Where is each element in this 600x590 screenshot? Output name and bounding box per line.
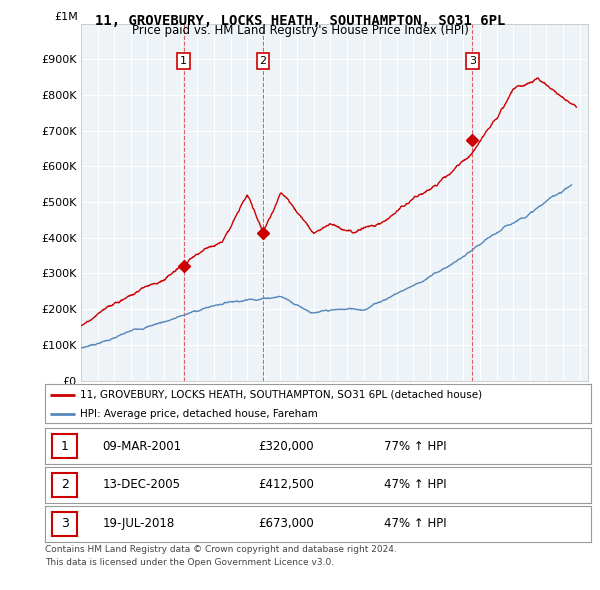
Text: £673,000: £673,000 — [258, 517, 314, 530]
Text: 13-DEC-2005: 13-DEC-2005 — [103, 478, 181, 491]
Text: £1M: £1M — [55, 12, 79, 22]
Text: 11, GROVEBURY, LOCKS HEATH, SOUTHAMPTON, SO31 6PL: 11, GROVEBURY, LOCKS HEATH, SOUTHAMPTON,… — [95, 14, 505, 28]
Text: HPI: Average price, detached house, Fareham: HPI: Average price, detached house, Fare… — [80, 409, 318, 419]
Text: 19-JUL-2018: 19-JUL-2018 — [103, 517, 175, 530]
Text: 2: 2 — [61, 478, 69, 491]
Text: £320,000: £320,000 — [258, 440, 314, 453]
Text: 09-MAR-2001: 09-MAR-2001 — [103, 440, 181, 453]
Text: Contains HM Land Registry data © Crown copyright and database right 2024.: Contains HM Land Registry data © Crown c… — [45, 545, 397, 554]
Text: £412,500: £412,500 — [258, 478, 314, 491]
Text: 11, GROVEBURY, LOCKS HEATH, SOUTHAMPTON, SO31 6PL (detached house): 11, GROVEBURY, LOCKS HEATH, SOUTHAMPTON,… — [80, 389, 482, 399]
Text: 3: 3 — [61, 517, 69, 530]
Text: 2: 2 — [259, 56, 266, 66]
Text: Price paid vs. HM Land Registry's House Price Index (HPI): Price paid vs. HM Land Registry's House … — [131, 24, 469, 37]
Text: 47% ↑ HPI: 47% ↑ HPI — [383, 478, 446, 491]
Text: 47% ↑ HPI: 47% ↑ HPI — [383, 517, 446, 530]
Text: 1: 1 — [61, 440, 69, 453]
Text: 1: 1 — [180, 56, 187, 66]
Text: 3: 3 — [469, 56, 476, 66]
Text: 77% ↑ HPI: 77% ↑ HPI — [383, 440, 446, 453]
Text: This data is licensed under the Open Government Licence v3.0.: This data is licensed under the Open Gov… — [45, 558, 334, 566]
